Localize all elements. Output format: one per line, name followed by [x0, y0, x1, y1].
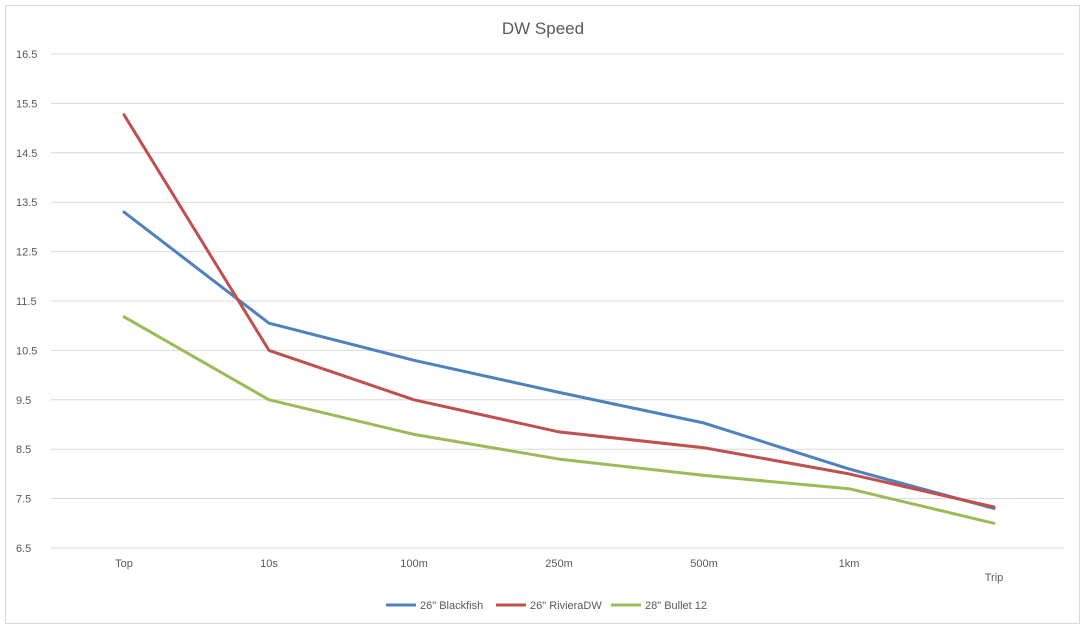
x-tick-label: 10s	[260, 558, 278, 570]
x-tick-label: 1km	[839, 558, 860, 570]
series-line-0	[122, 210, 996, 510]
x-tick-label: Top	[115, 558, 133, 570]
y-tick-label: 15.5	[16, 98, 37, 110]
y-tick-label: 14.5	[16, 148, 37, 160]
series-lines	[122, 113, 996, 525]
gridlines	[51, 53, 1064, 549]
y-tick-label: 10.5	[16, 345, 37, 357]
legend-label-1: 26" RivieraDW	[530, 600, 602, 612]
chart-area: DW Speed 6.5 7.5 8.5 9.5 10.5 11.5 12.5 13.5 14.…	[5, 5, 1080, 624]
legend-label-2: 28" Bullet 12	[645, 600, 707, 612]
y-axis-ticks: 6.5 7.5 8.5 9.5 10.5 11.5 12.5 13.5 14.5 15.5 16.5	[16, 49, 37, 555]
legend-label-0: 26" Blackfish	[420, 600, 483, 612]
line-chart: DW Speed 6.5 7.5 8.5 9.5 10.5 11.5 12.5 13.5 14.…	[16, 19, 1064, 612]
y-tick-label: 11.5	[16, 296, 37, 308]
y-tick-label: 7.5	[16, 494, 31, 506]
y-tick-label: 6.5	[16, 543, 31, 555]
y-tick-label: 16.5	[16, 49, 37, 61]
x-axis-ticks: Top 10s 100m 250m 500m 1km Trip	[115, 558, 1003, 584]
x-tick-label: 500m	[690, 558, 718, 570]
legend: 26" Blackfish 26" RivieraDW 28" Bullet 12	[386, 600, 707, 612]
y-tick-label: 9.5	[16, 395, 31, 407]
y-tick-label: 8.5	[16, 444, 31, 456]
x-tick-label: 250m	[545, 558, 573, 570]
series-line-2	[122, 315, 996, 525]
x-tick-label: Trip	[985, 572, 1004, 584]
y-tick-label: 12.5	[16, 247, 37, 259]
y-tick-label: 13.5	[16, 197, 37, 209]
chart-title: DW Speed	[502, 19, 584, 38]
series-line-1	[122, 113, 996, 509]
x-tick-label: 100m	[400, 558, 428, 570]
